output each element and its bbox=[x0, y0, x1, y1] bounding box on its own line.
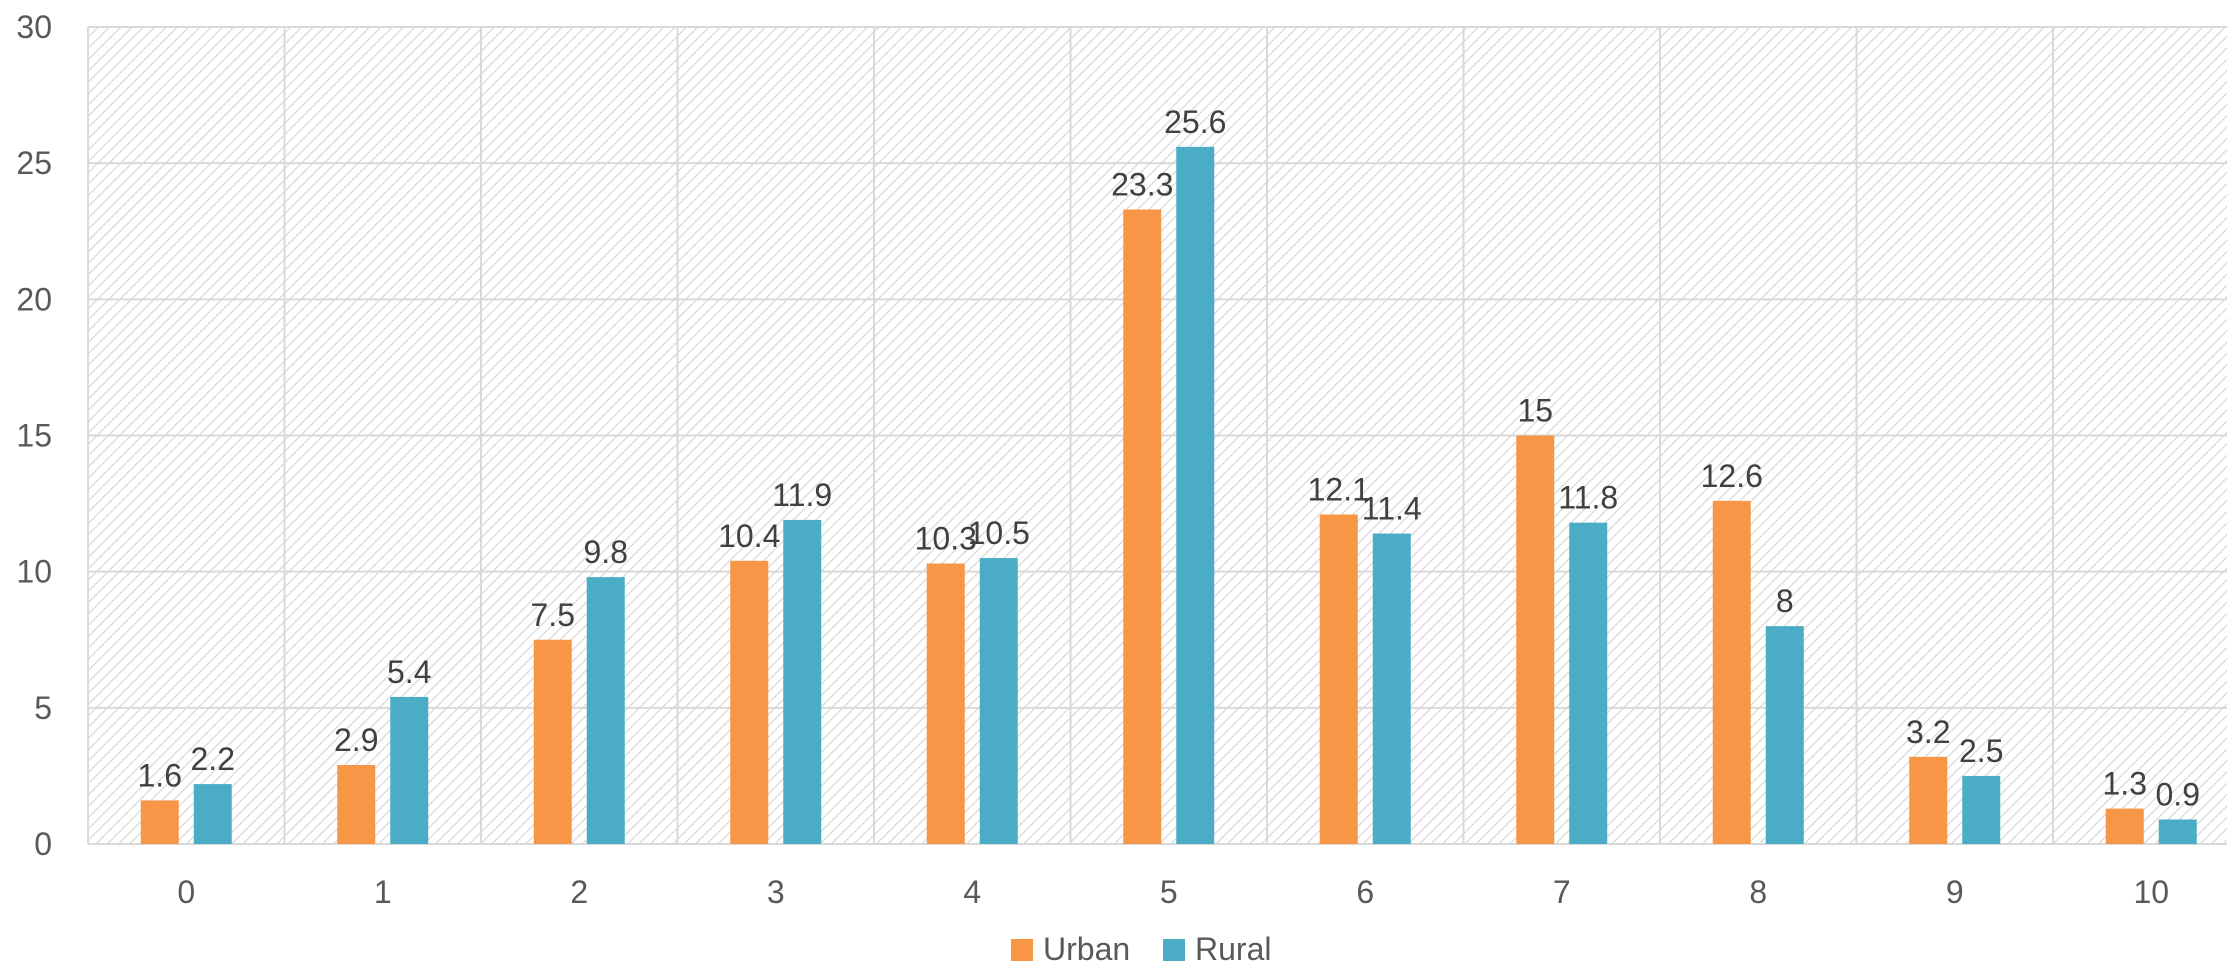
data-labels: 1.6 2.9 7.5 10.4 10.3 23.3 12.1 15 12.6 3.2 1.3 2.2… bbox=[138, 104, 2200, 813]
data-label-rural-2: 9.8 bbox=[584, 534, 628, 570]
y-tick-label: 30 bbox=[16, 9, 52, 45]
bar-urban-8 bbox=[1712, 500, 1751, 844]
data-label-rural-6: 11.4 bbox=[1362, 491, 1422, 527]
bar-rural-10 bbox=[2158, 819, 2197, 844]
bars bbox=[140, 146, 2197, 845]
x-tick-label: 8 bbox=[1749, 874, 1767, 910]
data-label-urban-7: 15 bbox=[1517, 393, 1553, 429]
data-label-rural-1: 5.4 bbox=[387, 654, 431, 690]
data-label-rural-4: 10.5 bbox=[968, 515, 1030, 551]
bar-rural-6 bbox=[1372, 533, 1411, 844]
data-label-rural-7: 11.8 bbox=[1558, 480, 1618, 516]
data-label-urban-9: 3.2 bbox=[1906, 714, 1950, 750]
legend-label-urban: Urban bbox=[1043, 931, 1130, 967]
data-label-rural-10: 0.9 bbox=[2156, 776, 2200, 812]
y-tick-label: 20 bbox=[16, 281, 52, 317]
bar-urban-9 bbox=[1909, 756, 1948, 844]
y-tick-label: 10 bbox=[16, 554, 52, 590]
legend-label-rural: Rural bbox=[1195, 931, 1271, 967]
data-label-rural-3: 11.9 bbox=[772, 477, 832, 513]
data-label-urban-1: 2.9 bbox=[334, 722, 378, 758]
bar-rural-0 bbox=[193, 784, 232, 844]
data-label-urban-0: 1.6 bbox=[138, 757, 182, 793]
legend: Urban Rural bbox=[1011, 931, 1271, 967]
y-tick-label: 0 bbox=[34, 826, 52, 862]
x-tick-label: 7 bbox=[1553, 874, 1571, 910]
bar-rural-2 bbox=[586, 577, 625, 844]
data-label-rural-9: 2.5 bbox=[1959, 733, 2003, 769]
bar-rural-4 bbox=[979, 558, 1018, 844]
y-axis-tick-labels: 0 5 10 15 20 25 30 bbox=[16, 9, 52, 862]
data-label-urban-2: 7.5 bbox=[531, 597, 575, 633]
data-label-rural-8: 8 bbox=[1776, 583, 1794, 619]
y-tick-label: 15 bbox=[16, 418, 52, 454]
bar-rural-5 bbox=[1176, 146, 1215, 844]
bar-urban-4 bbox=[926, 563, 965, 844]
data-label-urban-6: 12.1 bbox=[1308, 471, 1370, 507]
x-tick-label: 9 bbox=[1946, 874, 1964, 910]
bar-urban-0 bbox=[140, 800, 179, 844]
x-tick-label: 6 bbox=[1356, 874, 1374, 910]
data-label-urban-10: 1.3 bbox=[2103, 766, 2147, 802]
x-tick-label: 3 bbox=[767, 874, 785, 910]
bar-urban-6 bbox=[1319, 514, 1358, 844]
x-tick-label: 1 bbox=[374, 874, 392, 910]
data-label-rural-5: 25.6 bbox=[1164, 104, 1226, 140]
data-label-urban-4: 10.3 bbox=[915, 520, 977, 556]
bar-rural-8 bbox=[1765, 626, 1804, 844]
bar-rural-7 bbox=[1569, 522, 1608, 844]
bar-rural-9 bbox=[1962, 775, 2001, 844]
bar-urban-2 bbox=[533, 639, 572, 844]
legend-swatch-urban bbox=[1011, 939, 1033, 961]
data-label-urban-8: 12.6 bbox=[1701, 458, 1763, 494]
bar-urban-10 bbox=[2105, 808, 2144, 844]
bar-urban-7 bbox=[1516, 435, 1555, 844]
x-tick-label: 0 bbox=[177, 874, 195, 910]
bar-urban-1 bbox=[337, 765, 376, 844]
bar-urban-3 bbox=[730, 560, 769, 844]
x-tick-label: 2 bbox=[570, 874, 588, 910]
bar-urban-5 bbox=[1123, 209, 1162, 845]
legend-swatch-rural bbox=[1163, 939, 1185, 961]
bar-rural-3 bbox=[783, 519, 822, 844]
data-label-urban-5: 23.3 bbox=[1111, 166, 1173, 202]
y-tick-label: 25 bbox=[16, 145, 52, 181]
x-axis-tick-labels: 0 1 2 3 4 5 6 7 8 9 10 bbox=[177, 874, 2169, 910]
data-label-urban-3: 10.4 bbox=[718, 518, 780, 554]
x-tick-label: 10 bbox=[2133, 874, 2169, 910]
x-tick-label: 4 bbox=[963, 874, 981, 910]
data-label-rural-0: 2.2 bbox=[191, 741, 235, 777]
x-tick-label: 5 bbox=[1160, 874, 1178, 910]
bar-rural-1 bbox=[390, 696, 429, 844]
y-tick-label: 5 bbox=[34, 690, 52, 726]
